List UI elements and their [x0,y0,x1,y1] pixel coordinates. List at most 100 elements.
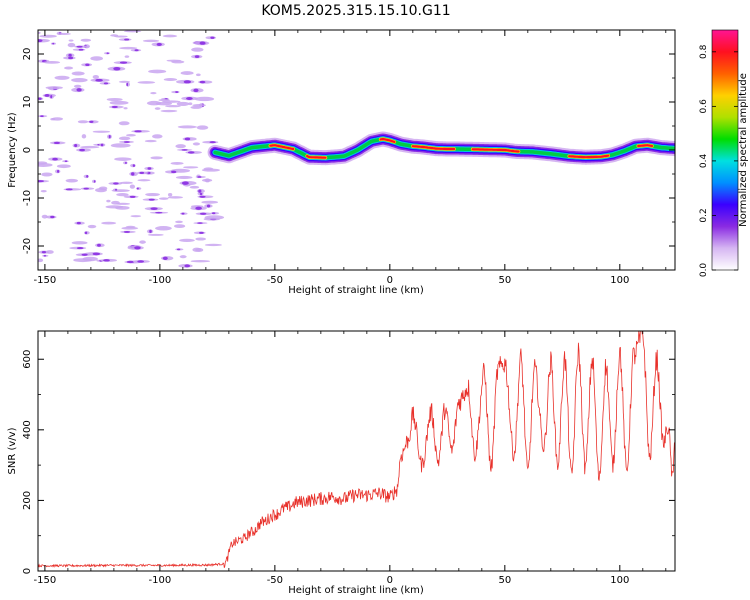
noise-cluster [39,34,57,38]
x-tick-label: 50 [498,275,511,286]
noise-cluster-core [150,207,158,211]
noise-cluster [43,61,61,64]
noise-cluster [90,56,103,61]
noise-cluster [201,200,219,204]
noise-cluster-core [76,247,84,250]
snr-xlabel: Height of straight line (km) [288,585,424,596]
noise-cluster [192,142,201,146]
noise-cluster-core [129,195,136,198]
x-tick-label: 100 [610,575,629,586]
noise-cluster-core [126,260,135,264]
noise-cluster [150,156,163,160]
x-tick-label: -100 [149,575,172,586]
noise-cluster-core [100,143,104,147]
noise-cluster-core [52,42,55,45]
noise-cluster [56,32,72,35]
noise-cluster [87,224,97,229]
noise-cluster-core [85,63,90,67]
noise-cluster [154,107,161,110]
colorbar-tick-label: 0.2 [699,208,709,222]
noise-cluster-core [76,88,82,92]
noise-cluster-core [123,141,130,143]
noise-cluster-core [111,105,118,109]
noise-cluster [179,255,187,259]
noise-cluster-core [171,170,177,174]
noise-cluster [173,224,186,229]
noise-cluster-core [162,256,168,260]
noise-cluster [41,172,53,177]
noise-cluster [192,247,202,252]
noise-cluster-core [53,141,61,145]
noise-cluster-core [76,45,83,48]
noise-cluster-core [83,187,89,190]
noise-cluster [38,258,44,263]
x-tick-label: -150 [34,575,57,586]
noise-cluster [158,197,169,200]
noise-cluster-core [195,206,202,210]
noise-cluster-core [156,42,162,47]
ridge-red-segment [306,154,327,159]
ridge-red-segment [568,154,610,159]
noise-cluster-core [79,148,86,152]
ridge-red-segment [637,144,654,148]
noise-cluster [114,157,132,161]
noise-cluster [105,205,124,209]
noise-cluster [160,109,178,113]
noise-cluster-core [199,231,204,234]
noise-cluster [177,125,197,129]
snr-frame [37,330,676,572]
noise-cluster-core [197,222,203,224]
noise-cluster-core [57,169,60,173]
noise-cluster [38,31,41,35]
noise-cluster [68,39,74,42]
x-tick-label: 50 [498,575,511,586]
x-tick-label: -50 [267,575,283,586]
noise-cluster-core [106,52,109,55]
snr-ticks: -150 -100 -50 0 50 100 0 200 400 600 [22,331,675,586]
x-tick-label: -50 [267,275,283,286]
noise-cluster [152,134,163,139]
noise-cluster-core [50,215,55,219]
snr-panel: -150 -100 -50 0 50 100 0 200 400 600 Height of st… [7,330,676,596]
noise-cluster-core [211,212,216,215]
noise-cluster [92,75,99,79]
noise-cluster [71,71,85,76]
colorbar-bar [711,29,739,271]
noise-cluster-core [97,243,101,247]
noise-cluster [116,193,129,197]
noise-cluster [54,75,70,80]
noise-cluster-core [184,264,191,268]
noise-cluster-core [183,80,192,84]
noise-cluster-core [38,39,43,43]
noise-cluster [166,59,182,62]
ridge-red-segment [269,144,295,151]
noise-cluster [192,103,206,107]
noise-cluster [175,144,186,149]
noise-cluster [71,241,88,245]
ridge-red-segment [379,137,396,143]
x-tick-label: 0 [387,575,393,586]
noise-cluster-core [198,189,202,193]
noise-cluster-core [68,56,74,60]
y-tick-label: 20 [22,48,33,61]
noise-cluster-layer [38,30,225,268]
noise-cluster [163,78,178,81]
noise-cluster-core [115,188,117,191]
noise-cluster-core [181,149,188,151]
noise-cluster [56,164,71,169]
colorbar-label: Normalized spectral amplitude [738,73,749,227]
noise-cluster-core [139,171,145,174]
noise-cluster [101,221,117,225]
noise-cluster [124,55,130,58]
noise-cluster-core [38,180,45,183]
noise-cluster-core [186,97,193,100]
noise-cluster-core [147,167,152,170]
noise-cluster [65,178,78,183]
y-tick-label: 400 [22,420,33,439]
noise-cluster [92,130,111,133]
ridge-layer [207,131,675,166]
noise-cluster-core [176,248,181,251]
noise-cluster [162,34,178,38]
